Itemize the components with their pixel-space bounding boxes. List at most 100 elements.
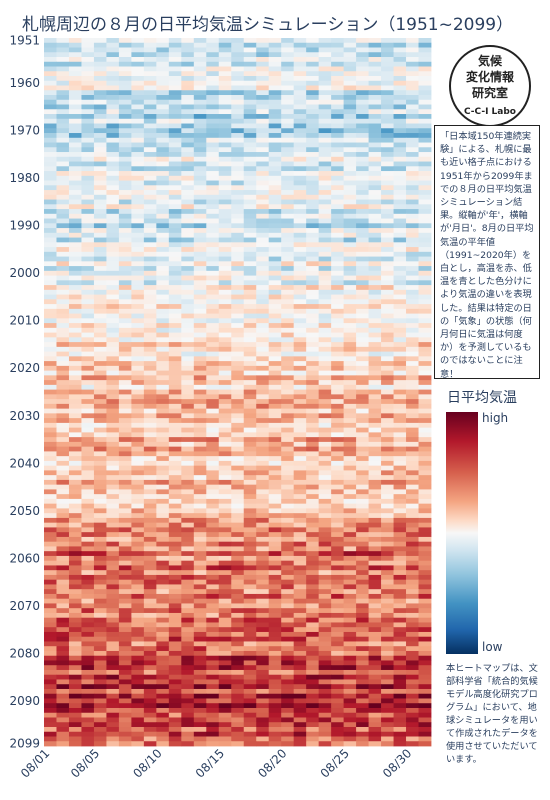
heatmap-cell: [331, 266, 345, 272]
heatmap-cell: [181, 109, 195, 115]
heatmap-cell: [281, 266, 295, 272]
heatmap-cell: [393, 394, 407, 400]
heatmap-cell: [356, 95, 369, 101]
heatmap-cell: [418, 380, 432, 386]
heatmap-cell: [256, 161, 270, 167]
heatmap-cell: [306, 522, 320, 528]
heatmap-cell: [231, 479, 245, 486]
heatmap-cell: [281, 384, 295, 391]
heatmap-cell: [93, 66, 107, 72]
heatmap-cell: [393, 622, 407, 628]
heatmap-cell: [131, 285, 145, 291]
heatmap-cell: [318, 166, 332, 172]
heatmap-cell: [206, 270, 220, 276]
heatmap-cell: [368, 726, 382, 733]
heatmap-cell: [293, 147, 307, 153]
heatmap-cell: [406, 52, 419, 58]
heatmap-cell: [343, 318, 357, 324]
heatmap-cell: [218, 384, 232, 391]
heatmap-cell: [106, 631, 120, 638]
heatmap-cell: [131, 71, 145, 77]
heatmap-cell: [381, 589, 394, 595]
heatmap-cell: [318, 114, 332, 120]
heatmap-cell: [268, 332, 282, 338]
heatmap-cell: [181, 38, 195, 44]
heatmap-cell: [293, 422, 307, 429]
heatmap-cell: [93, 142, 107, 148]
heatmap-cell: [306, 532, 320, 538]
heatmap-cell: [306, 242, 320, 248]
heatmap-cell: [256, 536, 270, 543]
heatmap-cell: [131, 370, 145, 376]
heatmap-cell: [118, 422, 132, 429]
heatmap-cell: [218, 650, 232, 657]
heatmap-cell: [343, 484, 357, 490]
heatmap-cell: [268, 631, 282, 638]
heatmap-cell: [231, 593, 245, 600]
heatmap-cell: [268, 232, 282, 238]
heatmap-cell: [306, 256, 320, 262]
y-tick-label: 2000: [9, 266, 40, 280]
heatmap-cell: [118, 204, 132, 210]
heatmap-cell: [156, 456, 170, 462]
heatmap-cell: [156, 289, 170, 295]
heatmap-cell: [168, 684, 182, 690]
heatmap-cell: [44, 484, 57, 490]
heatmap-cell: [268, 650, 282, 657]
heatmap-cell: [181, 627, 195, 633]
heatmap-cell: [293, 114, 307, 120]
heatmap-cell: [293, 589, 307, 595]
heatmap-cell: [131, 741, 145, 747]
heatmap-cell: [44, 351, 57, 357]
heatmap-cell: [243, 698, 257, 704]
heatmap-cell: [393, 199, 407, 205]
heatmap-cell: [231, 574, 245, 581]
heatmap-cell: [131, 47, 145, 53]
heatmap-cell: [93, 418, 107, 424]
heatmap-cell: [381, 570, 394, 576]
heatmap-cell: [418, 484, 432, 490]
heatmap-cell: [206, 560, 220, 566]
heatmap-cell: [318, 99, 332, 105]
heatmap-cell: [44, 275, 57, 281]
heatmap-cell: [44, 261, 57, 267]
heatmap-cell: [306, 589, 320, 595]
heatmap-cell: [331, 223, 345, 229]
heatmap-cell: [281, 199, 295, 205]
heatmap-cell: [106, 722, 120, 728]
heatmap-cell: [231, 560, 245, 566]
heatmap-cell: [368, 299, 382, 305]
heatmap-cell: [143, 617, 157, 623]
heatmap-cell: [81, 437, 95, 443]
heatmap-cell: [418, 375, 432, 381]
heatmap-cell: [106, 61, 120, 67]
heatmap-cell: [293, 204, 307, 210]
heatmap-cell: [218, 270, 232, 276]
heatmap-cell: [243, 38, 257, 44]
heatmap-cell: [418, 565, 432, 571]
heatmap-cell: [106, 337, 120, 343]
heatmap-cell: [131, 456, 145, 462]
heatmap-cell: [118, 427, 132, 433]
heatmap-cell: [206, 351, 220, 357]
heatmap-cell: [293, 308, 307, 314]
heatmap-cell: [56, 361, 70, 367]
heatmap-cell: [368, 427, 382, 433]
heatmap-cell: [406, 304, 419, 310]
heatmap-cell: [381, 608, 394, 614]
heatmap-cell: [256, 446, 270, 452]
heatmap-cell: [143, 137, 157, 143]
heatmap-cell: [256, 308, 270, 314]
heatmap-cell: [256, 342, 270, 348]
heatmap-cell: [131, 171, 145, 177]
heatmap-cell: [306, 717, 320, 723]
heatmap-cell: [143, 114, 157, 120]
heatmap-cell: [231, 536, 245, 543]
heatmap-cell: [206, 679, 220, 685]
heatmap-cell: [81, 603, 95, 609]
heatmap-cell: [193, 717, 207, 723]
heatmap-cell: [156, 57, 170, 63]
heatmap-cell: [356, 394, 369, 400]
heatmap-cell: [44, 114, 57, 120]
